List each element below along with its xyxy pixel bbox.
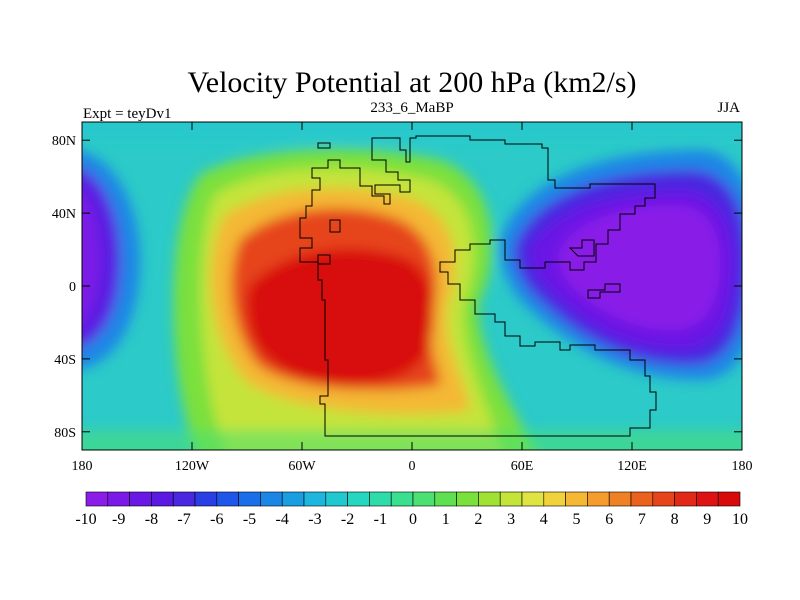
colorbar-swatch (303, 491, 327, 507)
x-axis: 180 120W 60W 0 60E 120E 180 (72, 122, 753, 474)
x-tick-label: 180 (72, 459, 93, 474)
colorbar-swatch (565, 491, 588, 507)
colorbar-label: 0 (409, 511, 417, 528)
colorbar-label: -10 (75, 511, 96, 528)
y-tick-label: 80S (54, 426, 76, 441)
colorbar-swatch (608, 491, 632, 507)
colorbar-swatch (325, 491, 348, 507)
colorbar-swatch (260, 491, 283, 507)
continent-outline-africa-eurasia (299, 135, 657, 437)
x-tick-label: 60E (511, 459, 534, 474)
contour-band-10 (246, 248, 434, 385)
colorbar-swatch (521, 491, 545, 507)
colorbar-label: 5 (573, 511, 581, 528)
colorbar-swatch (587, 491, 610, 507)
colorbar-swatch (216, 491, 239, 507)
colorbar-swatch (172, 491, 196, 507)
colorbar-swatch (281, 491, 305, 507)
colorbar-label: -6 (210, 511, 223, 528)
colorbar-label: 7 (638, 511, 646, 528)
colorbar-swatch (107, 491, 130, 507)
colorbar-swatch (347, 491, 370, 507)
colorbar: -10 -9 -8 -7 -6 -5 -4 -3 -2 -1 0 1 2 3 4 5 6 7 8 9 10 (75, 491, 748, 528)
colorbar-swatch (390, 491, 414, 507)
colorbar-label: 1 (442, 511, 450, 528)
center-label: 233_6_MaBP (370, 100, 453, 116)
colorbar-swatch (85, 491, 109, 507)
colorbar-swatch (478, 491, 501, 507)
colorbar-swatch (194, 491, 218, 507)
colorbar-swatch (238, 491, 261, 507)
colorbar-swatch (412, 491, 436, 507)
south-polar-band (82, 430, 742, 450)
colorbar-swatch (630, 491, 654, 507)
colorbar-label: 8 (671, 511, 679, 528)
colorbar-label: -8 (145, 511, 158, 528)
x-tick-label: 180 (732, 459, 753, 474)
colorbar-label: 4 (540, 511, 548, 528)
colorbar-label: 9 (703, 511, 711, 528)
y-tick-label: 40N (52, 207, 76, 222)
colorbar-swatch (129, 491, 152, 507)
contour-band-minus-9-west (82, 193, 100, 323)
colorbar-swatch (369, 491, 392, 507)
y-tick-label: 0 (69, 280, 76, 295)
colorbar-swatch (717, 491, 741, 507)
y-tick-label: 40S (54, 353, 76, 368)
colorbar-label: 2 (474, 511, 482, 528)
chart-title: Velocity Potential at 200 hPa (km2/s) (187, 66, 636, 99)
right-label: JJA (717, 100, 740, 116)
x-tick-label: 0 (409, 459, 416, 474)
colorbar-swatch (696, 491, 719, 507)
colorbar-label: -2 (341, 511, 354, 528)
colorbar-label: -5 (243, 511, 256, 528)
colorbar-swatch (151, 491, 174, 507)
colorbar-label: 10 (732, 511, 748, 528)
colorbar-label: -7 (177, 511, 190, 528)
colorbar-label: -4 (276, 511, 289, 528)
colorbar-swatch (652, 491, 675, 507)
colorbar-label: 3 (507, 511, 515, 528)
colorbar-swatch (543, 491, 566, 507)
continent-outline-inland-lakes (317, 219, 621, 299)
left-label: Expt = teyDv1 (83, 106, 171, 122)
colorbar-label: -9 (112, 511, 125, 528)
velocity-potential-field (82, 122, 742, 450)
colorbar-swatch (434, 491, 457, 507)
colorbar-swatch (456, 491, 479, 507)
colorbar-label: -3 (308, 511, 321, 528)
colorbar-label: -1 (374, 511, 387, 528)
contour-band-minus-10 (558, 205, 720, 330)
y-axis: 80N 40N 0 40S 80S (52, 134, 742, 441)
y-tick-label: 80N (52, 134, 76, 149)
colorbar-label: 6 (605, 511, 613, 528)
x-tick-label: 120W (175, 459, 210, 474)
colorbar-swatch (499, 491, 523, 507)
colorbar-swatch (674, 491, 697, 507)
north-polar-band (82, 122, 742, 140)
x-tick-label: 60W (288, 459, 316, 474)
x-tick-label: 120E (617, 459, 647, 474)
